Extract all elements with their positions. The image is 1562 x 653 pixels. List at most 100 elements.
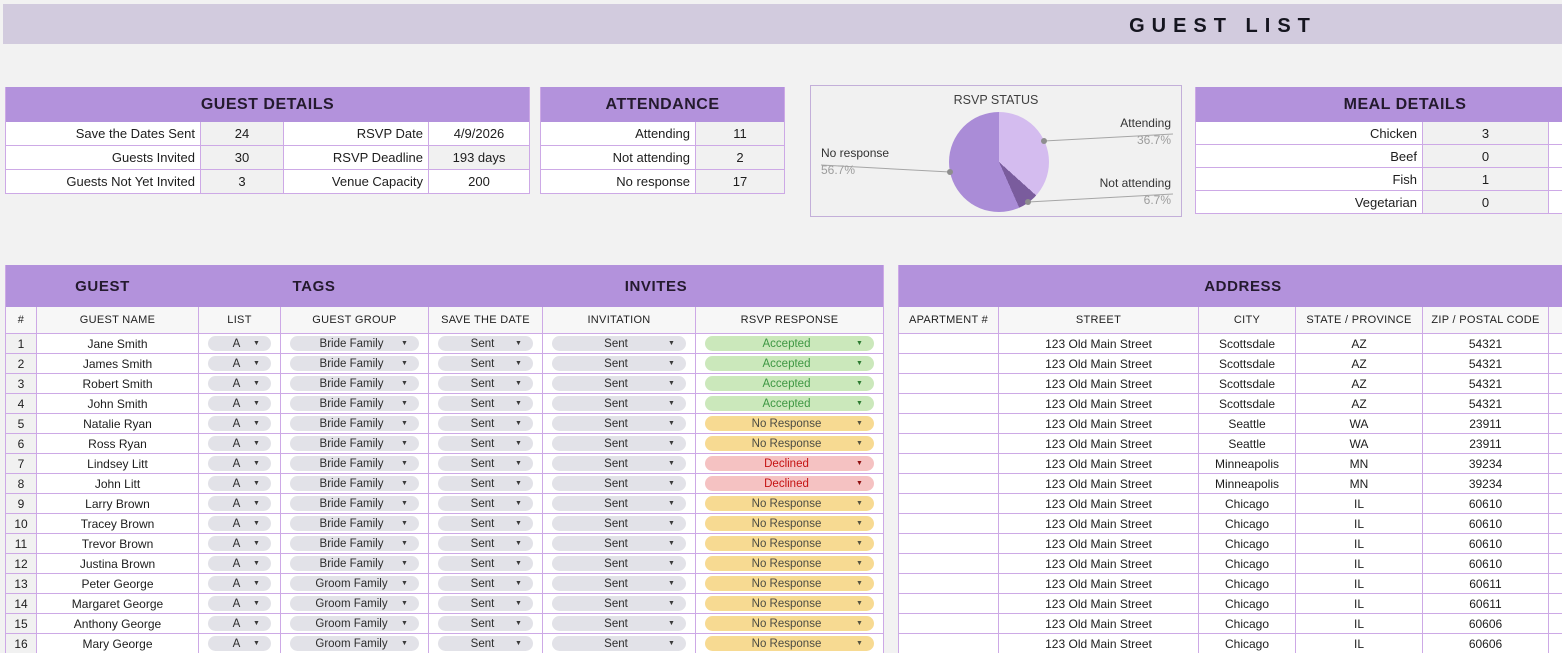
invitation-dropdown[interactable]: Sent ▼ <box>552 496 686 511</box>
invitation-dropdown[interactable]: Sent ▼ <box>552 556 686 571</box>
city-cell[interactable]: Scottsdale <box>1199 374 1296 393</box>
state-cell[interactable]: MN <box>1296 454 1423 473</box>
apartment-cell[interactable] <box>899 534 999 553</box>
city-cell[interactable]: Scottsdale <box>1199 334 1296 353</box>
city-cell[interactable]: Chicago <box>1199 494 1296 513</box>
invitation-dropdown[interactable]: Sent ▼ <box>552 476 686 491</box>
guest-name-cell[interactable]: Peter George <box>37 574 199 593</box>
list-dropdown[interactable]: A ▼ <box>208 356 271 371</box>
save-the-date-dropdown[interactable]: Sent ▼ <box>438 536 533 551</box>
guest-group-dropdown[interactable]: Bride Family ▼ <box>290 556 419 571</box>
zip-cell[interactable]: 23911 <box>1423 414 1549 433</box>
invitation-dropdown[interactable]: Sent ▼ <box>552 356 686 371</box>
list-dropdown[interactable]: A ▼ <box>208 476 271 491</box>
rsvp-response-dropdown[interactable]: No Response ▼ <box>705 636 874 651</box>
list-dropdown[interactable]: A ▼ <box>208 556 271 571</box>
list-dropdown[interactable]: A ▼ <box>208 336 271 351</box>
zip-cell[interactable]: 60610 <box>1423 514 1549 533</box>
apartment-cell[interactable] <box>899 374 999 393</box>
list-dropdown[interactable]: A ▼ <box>208 376 271 391</box>
save-the-date-dropdown[interactable]: Sent ▼ <box>438 636 533 651</box>
guest-name-cell[interactable]: Jane Smith <box>37 334 199 353</box>
save-the-date-dropdown[interactable]: Sent ▼ <box>438 596 533 611</box>
guest-group-dropdown[interactable]: Bride Family ▼ <box>290 416 419 431</box>
guest-group-dropdown[interactable]: Bride Family ▼ <box>290 516 419 531</box>
guest-name-cell[interactable]: Lindsey Litt <box>37 454 199 473</box>
apartment-cell[interactable] <box>899 554 999 573</box>
guest-group-dropdown[interactable]: Bride Family ▼ <box>290 476 419 491</box>
state-cell[interactable]: IL <box>1296 574 1423 593</box>
country-cell[interactable] <box>1549 534 1562 553</box>
state-cell[interactable]: IL <box>1296 614 1423 633</box>
street-cell[interactable]: 123 Old Main Street <box>999 354 1199 373</box>
rsvp-response-dropdown[interactable]: Accepted ▼ <box>705 336 874 351</box>
state-cell[interactable]: IL <box>1296 594 1423 613</box>
invitation-dropdown[interactable]: Sent ▼ <box>552 516 686 531</box>
state-cell[interactable]: WA <box>1296 434 1423 453</box>
apartment-cell[interactable] <box>899 394 999 413</box>
guest-group-dropdown[interactable]: Bride Family ▼ <box>290 356 419 371</box>
invitation-dropdown[interactable]: Sent ▼ <box>552 376 686 391</box>
country-cell[interactable] <box>1549 514 1562 533</box>
save-the-date-dropdown[interactable]: Sent ▼ <box>438 556 533 571</box>
save-the-date-dropdown[interactable]: Sent ▼ <box>438 496 533 511</box>
street-cell[interactable]: 123 Old Main Street <box>999 474 1199 493</box>
guest-group-dropdown[interactable]: Groom Family ▼ <box>290 616 419 631</box>
guest-group-dropdown[interactable]: Bride Family ▼ <box>290 456 419 471</box>
country-cell[interactable] <box>1549 414 1562 433</box>
country-cell[interactable] <box>1549 554 1562 573</box>
country-cell[interactable] <box>1549 454 1562 473</box>
guest-name-cell[interactable]: Ross Ryan <box>37 434 199 453</box>
list-dropdown[interactable]: A ▼ <box>208 516 271 531</box>
apartment-cell[interactable] <box>899 354 999 373</box>
guest-group-dropdown[interactable]: Groom Family ▼ <box>290 576 419 591</box>
guest-group-dropdown[interactable]: Bride Family ▼ <box>290 336 419 351</box>
invitation-dropdown[interactable]: Sent ▼ <box>552 396 686 411</box>
state-cell[interactable]: AZ <box>1296 354 1423 373</box>
rsvp-response-dropdown[interactable]: No Response ▼ <box>705 596 874 611</box>
invitation-dropdown[interactable]: Sent ▼ <box>552 596 686 611</box>
state-cell[interactable]: AZ <box>1296 394 1423 413</box>
zip-cell[interactable]: 60606 <box>1423 614 1549 633</box>
city-cell[interactable]: Minneapolis <box>1199 454 1296 473</box>
save-the-date-dropdown[interactable]: Sent ▼ <box>438 336 533 351</box>
street-cell[interactable]: 123 Old Main Street <box>999 634 1199 653</box>
city-cell[interactable]: Chicago <box>1199 534 1296 553</box>
zip-cell[interactable]: 39234 <box>1423 454 1549 473</box>
list-dropdown[interactable]: A ▼ <box>208 456 271 471</box>
apartment-cell[interactable] <box>899 454 999 473</box>
state-cell[interactable]: IL <box>1296 514 1423 533</box>
state-cell[interactable]: AZ <box>1296 374 1423 393</box>
street-cell[interactable]: 123 Old Main Street <box>999 434 1199 453</box>
zip-cell[interactable]: 60611 <box>1423 574 1549 593</box>
city-cell[interactable]: Chicago <box>1199 634 1296 653</box>
state-cell[interactable]: IL <box>1296 534 1423 553</box>
rsvp-response-dropdown[interactable]: Declined ▼ <box>705 456 874 471</box>
country-cell[interactable] <box>1549 634 1562 653</box>
save-the-date-dropdown[interactable]: Sent ▼ <box>438 516 533 531</box>
rsvp-response-dropdown[interactable]: Accepted ▼ <box>705 356 874 371</box>
rsvp-response-dropdown[interactable]: No Response ▼ <box>705 496 874 511</box>
guest-name-cell[interactable]: John Litt <box>37 474 199 493</box>
save-the-date-dropdown[interactable]: Sent ▼ <box>438 396 533 411</box>
invitation-dropdown[interactable]: Sent ▼ <box>552 436 686 451</box>
zip-cell[interactable]: 54321 <box>1423 394 1549 413</box>
zip-cell[interactable]: 60610 <box>1423 534 1549 553</box>
rsvp-response-dropdown[interactable]: No Response ▼ <box>705 576 874 591</box>
city-cell[interactable]: Seattle <box>1199 434 1296 453</box>
city-cell[interactable]: Chicago <box>1199 614 1296 633</box>
zip-cell[interactable]: 60611 <box>1423 594 1549 613</box>
country-cell[interactable] <box>1549 474 1562 493</box>
list-dropdown[interactable]: A ▼ <box>208 616 271 631</box>
invitation-dropdown[interactable]: Sent ▼ <box>552 416 686 431</box>
apartment-cell[interactable] <box>899 514 999 533</box>
list-dropdown[interactable]: A ▼ <box>208 396 271 411</box>
invitation-dropdown[interactable]: Sent ▼ <box>552 336 686 351</box>
list-dropdown[interactable]: A ▼ <box>208 636 271 651</box>
zip-cell[interactable]: 54321 <box>1423 334 1549 353</box>
guest-details-value[interactable]: 200 <box>429 170 529 193</box>
street-cell[interactable]: 123 Old Main Street <box>999 394 1199 413</box>
country-cell[interactable] <box>1549 494 1562 513</box>
guest-name-cell[interactable]: John Smith <box>37 394 199 413</box>
rsvp-response-dropdown[interactable]: No Response ▼ <box>705 516 874 531</box>
